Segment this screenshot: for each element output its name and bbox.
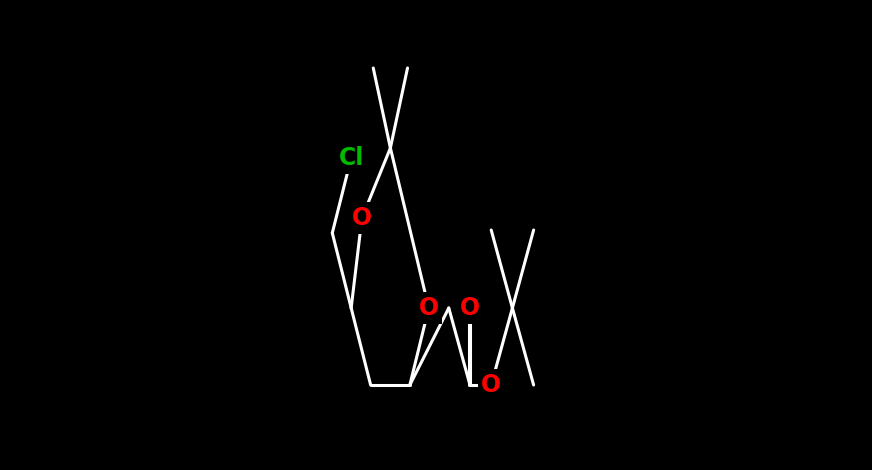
Text: O: O — [460, 296, 480, 320]
Text: O: O — [481, 373, 501, 397]
Text: O: O — [352, 206, 372, 230]
Text: O: O — [419, 296, 439, 320]
Text: Cl: Cl — [338, 146, 364, 170]
